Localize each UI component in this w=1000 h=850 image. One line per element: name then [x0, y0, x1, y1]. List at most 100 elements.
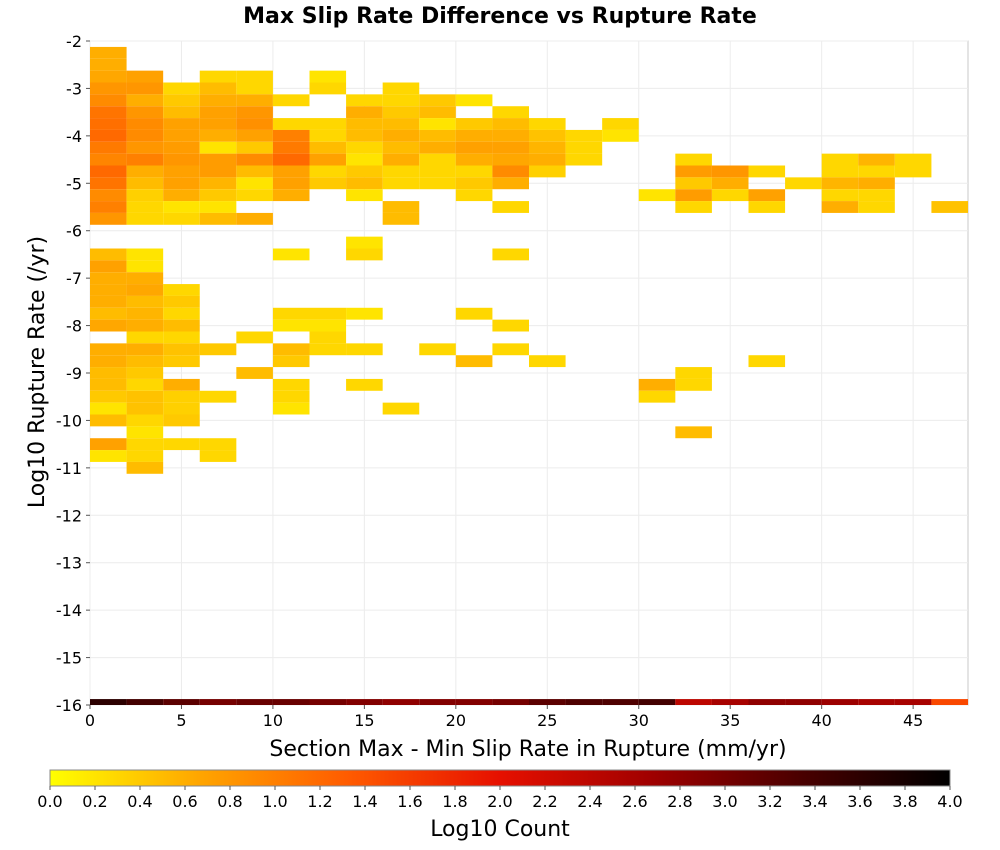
heatmap-cell	[382, 118, 420, 130]
x-tick-label: 5	[176, 711, 186, 730]
heatmap-cell	[163, 129, 200, 142]
heatmap-cell	[346, 177, 383, 190]
colorbar-tick-label: 3.0	[712, 792, 737, 811]
colorbar-tick-label: 3.6	[847, 792, 872, 811]
heatmap-cell	[272, 319, 310, 332]
colorbar-tick-label: 2.8	[667, 792, 692, 811]
colorbar-tick-label: 0.6	[172, 792, 197, 811]
heatmap-cell	[236, 118, 273, 130]
colorbar-tick-label: 1.0	[262, 792, 287, 811]
heatmap-cell	[529, 153, 566, 166]
heatmap-cell	[346, 129, 383, 142]
heatmap-cell	[272, 153, 310, 166]
x-tick-label: 15	[354, 711, 374, 730]
heatmap-cell	[163, 331, 200, 344]
heatmap-cell	[163, 390, 200, 403]
heatmap-cell	[90, 402, 127, 415]
y-tick-label: -15	[56, 649, 82, 668]
x-tick-label: 40	[811, 711, 831, 730]
heatmap-cell	[90, 450, 127, 462]
heatmap-cell	[894, 699, 932, 705]
heatmap-cell	[126, 284, 164, 296]
heatmap-cell	[163, 177, 200, 190]
colorbar-tick-label: 0.2	[82, 792, 107, 811]
heatmap-cell	[90, 165, 127, 178]
heatmap-cell	[382, 106, 420, 119]
heatmap-cell	[748, 165, 786, 178]
heatmap-cell	[90, 343, 127, 356]
y-tick-label: -4	[66, 127, 82, 146]
heatmap-cell	[821, 201, 859, 213]
heatmap-cell	[711, 177, 749, 190]
heatmap-cell	[675, 189, 712, 202]
heatmap-cell	[236, 331, 273, 344]
heatmap-cell	[602, 118, 639, 130]
heatmap-cell	[90, 378, 127, 391]
heatmap-cell	[126, 378, 164, 391]
heatmap-cell	[309, 70, 347, 83]
y-tick-label: -14	[56, 601, 82, 620]
colorbar-tick-label: 1.8	[442, 792, 467, 811]
heatmap-cell	[126, 212, 164, 225]
heatmap-cell	[126, 94, 164, 107]
heatmap-cell	[163, 212, 200, 225]
heatmap-cell	[126, 450, 164, 462]
heatmap-cell	[272, 699, 310, 705]
heatmap-cell	[419, 343, 456, 356]
heatmap-cell	[309, 153, 347, 166]
heatmap-cell	[90, 58, 127, 71]
heatmap-cell	[163, 699, 200, 705]
heatmap-cell	[199, 343, 237, 356]
heatmap-cell	[638, 390, 676, 403]
heatmap-cell	[163, 189, 200, 202]
y-axis-label: Log10 Rupture Rate (/yr)	[25, 236, 50, 508]
colorbar-tick-label: 1.2	[307, 792, 332, 811]
heatmap-cell	[419, 141, 456, 154]
heatmap-cell	[821, 189, 859, 202]
heatmap-cell	[236, 212, 273, 225]
heatmap-cell	[90, 201, 127, 213]
heatmap-cell	[602, 129, 639, 142]
colorbar	[49, 769, 951, 787]
heatmap-cell	[346, 236, 383, 249]
heatmap-cell	[346, 165, 383, 178]
heatmap-cell	[419, 106, 456, 119]
heatmap-cell	[163, 118, 200, 130]
heatmap-cell	[236, 177, 273, 190]
heatmap-cell	[711, 699, 749, 705]
heatmap-cell	[309, 699, 347, 705]
heatmap-cell	[163, 414, 200, 427]
heatmap-cell	[236, 165, 273, 178]
heatmap-cell	[163, 355, 200, 368]
heatmap-cell	[199, 165, 237, 178]
x-axis-ticks: 0 5 10 15 20 25 30 35 40 45	[85, 705, 923, 730]
heatmap-cell	[382, 212, 420, 225]
heatmap-cell	[272, 94, 310, 107]
colorbar-tick-label: 2.4	[577, 792, 602, 811]
heatmap-cell	[163, 153, 200, 166]
heatmap-cell	[894, 153, 932, 166]
heatmap-cell	[675, 378, 712, 391]
heatmap-cell	[236, 94, 273, 107]
heatmap-cell	[382, 153, 420, 166]
y-tick-label: -13	[56, 554, 82, 573]
heatmap-cell	[492, 177, 529, 190]
y-tick-label: -12	[56, 506, 82, 525]
heatmap-cell	[492, 141, 529, 154]
heatmap-cell	[126, 426, 164, 439]
heatmap-cells	[90, 46, 968, 705]
heatmap-cell	[126, 331, 164, 344]
heatmap-cell	[272, 129, 310, 142]
heatmap-cell	[90, 248, 127, 261]
colorbar-tick-label: 0.4	[127, 792, 152, 811]
heatmap-cell	[90, 94, 127, 107]
heatmap-cell	[455, 189, 493, 202]
y-tick-label: -8	[66, 317, 82, 336]
x-tick-label: 30	[629, 711, 649, 730]
heatmap-cell	[455, 307, 493, 320]
heatmap-cell	[529, 118, 566, 130]
heatmap-cell	[236, 153, 273, 166]
x-tick-label: 20	[446, 711, 466, 730]
heatmap-cell	[163, 82, 200, 95]
heatmap-cell	[163, 402, 200, 415]
